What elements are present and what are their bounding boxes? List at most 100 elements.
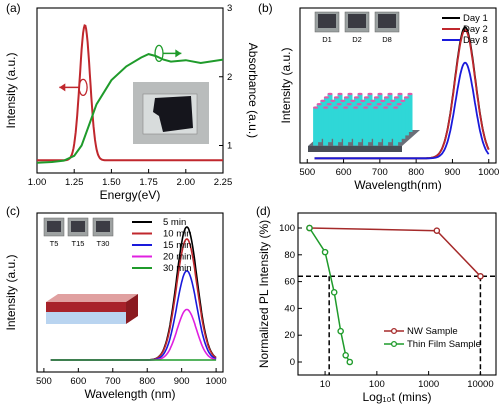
panel-d-ytick-label: 0 [290,357,295,368]
panel-b-nanowire [343,107,349,146]
panel-b-legend-label-3: Day 8 [463,35,488,46]
panel-b-xtick-label: 600 [336,167,352,178]
panel-b-nanowire [320,100,326,139]
panel-b-nanowire-tip [387,92,393,96]
panel-b-nanowire-tip [396,103,402,106]
panel-c-xtick-label: 1000 [206,376,227,387]
panel-b-nanowire [370,100,376,139]
panel-b-nanowire-tip [373,106,379,109]
panel-b-inset-label-3: D8 [382,35,392,44]
panel-b-nanowire [333,107,339,146]
panel-c-inset-film-2 [71,221,85,232]
panel-b-nanowire-tip [330,99,336,103]
panel-a-frame [36,7,224,174]
panel-b-nanowire-tip [327,92,333,96]
panel-d-series-2-point [337,327,344,335]
panel-b-legend-label-1: Day 1 [463,13,488,24]
panel-b-nanowire-tip [383,106,389,109]
panel-d-series-2-point [321,248,329,256]
panel-b-nanowire [396,104,402,143]
panel-b-xtick-label: 900 [445,167,461,178]
panel-a-xtick-label: 1.00 [28,177,47,188]
panel-d-legend-marker-2 [390,340,398,348]
panel-b-nanowire [336,104,342,143]
panel-b-xtick-label: 800 [408,167,424,178]
panel-b-nanowire [366,104,372,143]
panel-c-xtick-label: 800 [139,376,155,387]
panel-d-series-2-point [306,224,313,232]
panel-d-xtick-label: 1000 [418,379,439,390]
panel-a-xtick-label: 1.25 [65,177,84,188]
panel-c-ylabel: Intensity (a.u.) [4,254,18,330]
panel-b-label: (b) [258,1,273,15]
panel-d-series-2-point [346,358,354,366]
panel-c-xtick-label: 900 [174,376,190,387]
panel-b-nanowire [346,104,352,143]
panel-d-series-2-point [342,351,349,359]
panel-b-inset-film-1 [318,14,336,28]
panel-b-nanowire-tip [386,103,392,106]
panel-c-frame [36,212,224,373]
panel-b-nanowire-tip [343,96,349,99]
panel-a-xlabel: Energy(eV) [100,188,161,202]
panel-b-nanowire [390,100,396,139]
panel-b-nanowire-tip [347,92,353,96]
panel-c-inset-label-2: T15 [72,239,85,248]
panel-d-ytick-label: 40 [284,303,295,314]
panel-a-arrowhead-red [59,83,66,92]
panel-c-xlabel: Wavelength (nm) [85,387,176,401]
panel-c-xtick-label: 500 [36,376,52,387]
panel-d-xlabel: Log₁₀t (mins) [362,390,431,404]
panel-c-legend-label-1: 5 min [163,217,186,228]
panel-a-annotation-ellipse-red [78,78,88,97]
panel-b-nanowire-tip [353,96,359,99]
panel-d-ytick-label: 20 [284,330,295,341]
panel-b-xtick-label: 500 [299,167,315,178]
panel-b-nanowire-tip [323,96,329,99]
panel-b-nanowire [356,104,362,143]
panel-c-illustration-substrate [46,312,126,324]
panel-b-nanowire-tip [400,99,406,103]
panel-b-xlabel: Wavelength(nm) [354,178,442,192]
panel-d-xtick-label: 100 [369,379,385,390]
panel-b-nanowire-tip [336,103,342,106]
panel-c-xtick-label: 700 [105,376,121,387]
panel-c-inset-label-3: T30 [97,239,110,248]
panel-b-nanowire [403,97,409,136]
panel-c-inset-film-1 [47,221,61,232]
panel-b-series-3 [314,61,490,160]
panel-b-nanowire [380,100,386,139]
panel-d-ytick-label: 80 [284,250,295,261]
panel-b-nanowire [393,107,399,146]
panel-b-nanowire-tip [393,106,399,109]
panel-b-nanowire-tip [323,106,329,109]
panel-b-nanowire-tip [367,92,373,96]
panel-c-illustration-film-top [46,294,138,302]
panel-b-nanowire-tip [393,96,399,99]
panel-b-nanowire [363,107,369,146]
panel-b-nanowire-tip [390,99,396,103]
panel-d-series-2-point [330,289,338,296]
panel-b-nanowire-tip [383,96,389,99]
panel-b-nanowire [326,104,332,143]
panel-b-nanowire [323,107,329,146]
panel-c-legend-label-4: 20 min [163,252,192,263]
panel-c-xtick-label: 600 [70,376,86,387]
panel-c-legend-label-3: 15 min [163,240,192,251]
panel-d-legend-label-2: Thin Film Sample [407,339,481,350]
panel-b-nanowire [316,104,322,143]
panel-b-nanowire-tip [343,106,349,109]
panel-a-ylabel-right: Absorbance (a.u.) [246,43,260,138]
panel-b-nanowire-tip [407,92,413,96]
panel-b-frame [299,7,497,164]
panel-a-ylabel-left: Intensity (a.u.) [4,52,18,128]
panel-b-nanowire-tip [363,106,369,109]
panel-a-annotation-ellipse-green [154,44,164,63]
panel-b-nanowire-tip [337,92,343,96]
panel-b-inset-label-2: D2 [352,35,362,44]
panel-b-nanowire-tip [333,106,339,109]
panel-b-nanowire-tip [350,99,356,103]
panel-d-label: (d) [256,204,271,218]
panel-b-nanowire-tip [313,106,319,109]
